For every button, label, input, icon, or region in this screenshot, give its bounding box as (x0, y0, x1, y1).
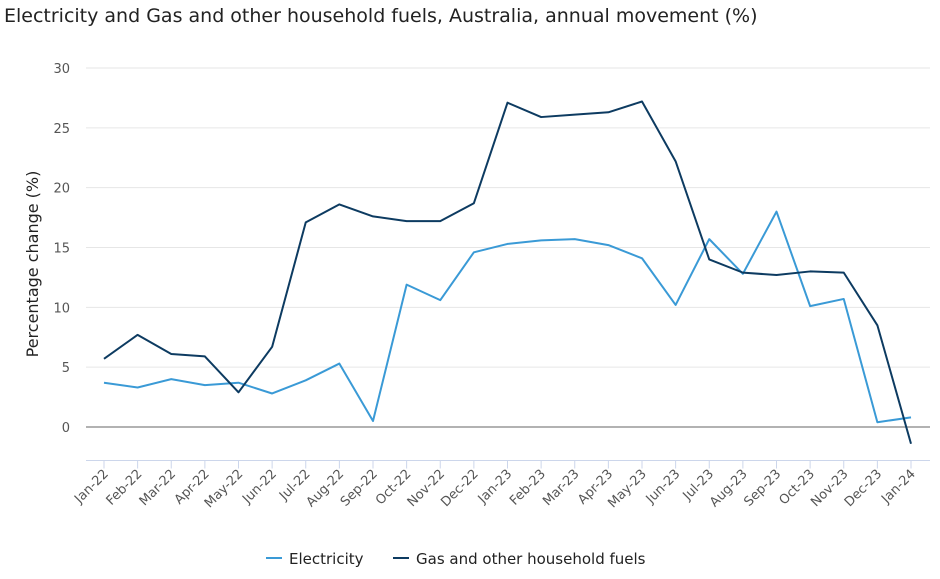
x-tick-label: Jan-24 (878, 467, 919, 508)
x-tick-label: Aug-22 (304, 467, 348, 511)
series-line-electricity (103, 210, 912, 424)
legend-label: Gas and other household fuels (416, 550, 646, 568)
x-tick-label: Dec-22 (438, 467, 481, 510)
y-tick-label: 30 (53, 62, 70, 77)
legend-label: Electricity (289, 550, 364, 568)
x-tick-label: Aug-23 (707, 467, 751, 511)
y-axis-label: Percentage change (%) (23, 171, 42, 358)
series-line-gas (103, 100, 912, 445)
x-tick-label: Mar-22 (137, 467, 179, 509)
x-tick-label: Sep-22 (338, 467, 381, 510)
x-tick-label: Sep-23 (741, 467, 784, 510)
x-tick-label: Jun-23 (643, 467, 684, 508)
x-tick-label: Jun-22 (239, 467, 280, 508)
y-tick-label: 25 (53, 122, 70, 137)
chart-title: Electricity and Gas and other household … (4, 5, 758, 27)
y-tick-label: 5 (62, 361, 70, 376)
x-tick-label: Dec-23 (842, 467, 885, 510)
y-tick-label: 20 (53, 182, 70, 197)
y-tick-label: 0 (62, 421, 70, 436)
x-tick-label: Mar-23 (540, 467, 582, 509)
y-tick-label: 10 (53, 301, 70, 316)
y-tick-label: 15 (53, 242, 70, 257)
